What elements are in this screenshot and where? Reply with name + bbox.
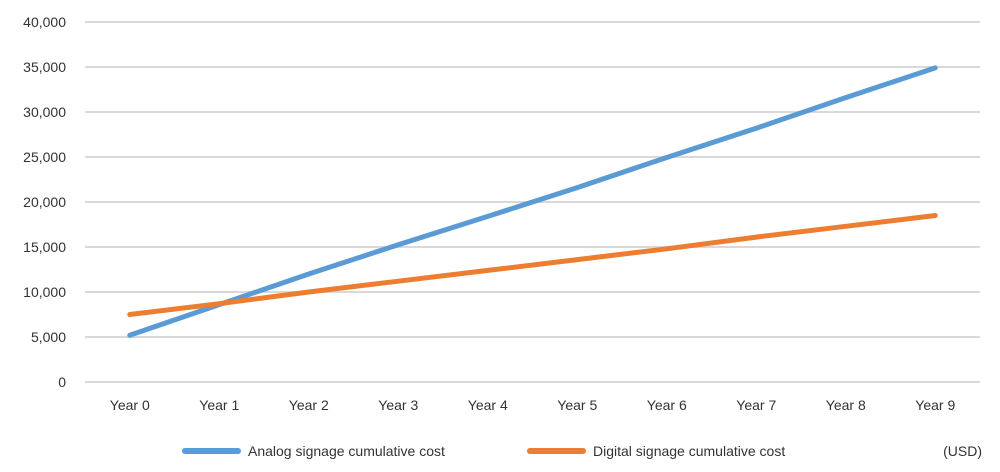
y-tick-label: 35,000 — [23, 59, 66, 75]
y-axis: 0 5,000 10,000 15,000 20,000 25,000 30,000 35,0… — [23, 14, 66, 390]
y-tick-label: 30,000 — [23, 104, 66, 120]
legend: Analog signage cumulative cost Digital si… — [182, 443, 785, 459]
x-tick-label: Year 9 — [915, 397, 955, 413]
x-axis: Year 0 Year 1 Year 2 Year 3 Year 4 Year 5 Year… — [110, 397, 956, 413]
series-lines — [127, 65, 938, 338]
y-tick-label: 15,000 — [23, 239, 66, 255]
unit-label: (USD) — [943, 443, 982, 459]
x-tick-label: Year 1 — [199, 397, 239, 413]
y-tick-label: 5,000 — [31, 329, 66, 345]
y-tick-label: 40,000 — [23, 14, 66, 30]
y-tick-label: 10,000 — [23, 284, 66, 300]
x-tick-label: Year 6 — [647, 397, 687, 413]
series-line-digital — [127, 213, 938, 317]
y-tick-label: 0 — [58, 374, 66, 390]
y-tick-label: 20,000 — [23, 194, 66, 210]
x-tick-label: Year 3 — [378, 397, 418, 413]
x-tick-label: Year 8 — [826, 397, 866, 413]
x-tick-label: Year 4 — [468, 397, 508, 413]
legend-label: Analog signage cumulative cost — [248, 443, 445, 459]
legend-label: Digital signage cumulative cost — [593, 443, 785, 459]
x-tick-label: Year 7 — [736, 397, 776, 413]
x-tick-label: Year 2 — [289, 397, 329, 413]
x-tick-label: Year 0 — [110, 397, 150, 413]
x-tick-label: Year 5 — [557, 397, 597, 413]
y-tick-label: 25,000 — [23, 149, 66, 165]
series-line-analog — [127, 65, 938, 338]
